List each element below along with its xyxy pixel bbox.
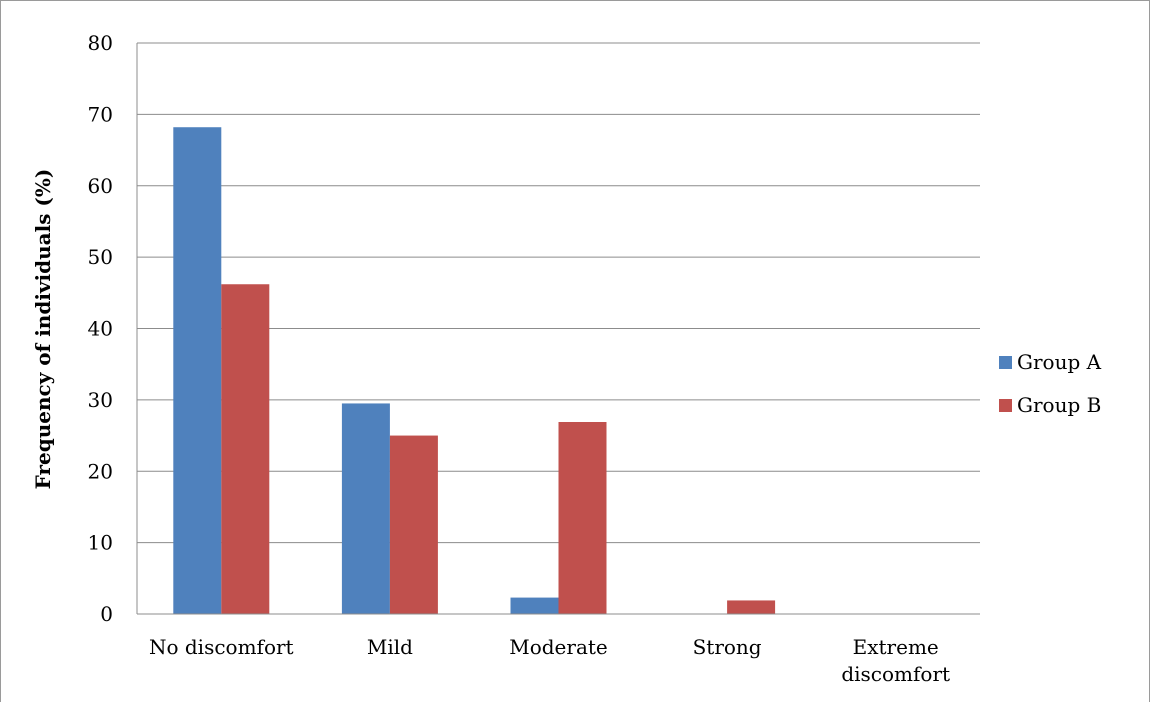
- legend-swatch: [999, 399, 1012, 412]
- bar-group-b: [558, 422, 607, 614]
- legend: Group A Group B: [999, 350, 1102, 417]
- x-tick-labels: No discomfort Mild Moderate Strong Extreme di…: [149, 635, 950, 686]
- gridlines: [137, 42, 980, 544]
- y-tick-label: 10: [88, 531, 113, 555]
- y-tick-label: 80: [88, 31, 113, 55]
- bar-group-b: [389, 435, 438, 614]
- legend-label: Group A: [1017, 350, 1102, 374]
- y-tick-label: 50: [88, 245, 113, 269]
- y-tick-label: 60: [88, 174, 113, 198]
- bar-group-b: [221, 284, 270, 614]
- x-tick-label: discomfort: [841, 662, 950, 686]
- legend-swatch: [999, 356, 1012, 369]
- axes: [136, 43, 980, 615]
- bar-group-a: [341, 403, 390, 614]
- bar-group-a: [173, 127, 222, 614]
- y-tick-label: 0: [100, 602, 113, 626]
- x-tick-label: No discomfort: [149, 635, 294, 659]
- y-tick-labels: 0 10 20 30 40 50 60 70 80: [88, 31, 113, 626]
- x-tick-label: Moderate: [509, 635, 608, 659]
- x-tick-label: Extreme: [853, 635, 939, 659]
- x-tick-label: Strong: [693, 635, 762, 659]
- bars: [173, 127, 776, 614]
- y-tick-label: 30: [88, 388, 113, 412]
- y-tick-label: 70: [88, 102, 113, 126]
- y-axis-label: Frequency of individuals (%): [31, 169, 55, 490]
- x-tick-label: Mild: [367, 635, 413, 659]
- bar-group-b: [727, 600, 776, 614]
- y-tick-label: 20: [88, 459, 113, 483]
- legend-label: Group B: [1017, 393, 1101, 417]
- y-tick-label: 40: [88, 317, 113, 341]
- bar-group-a: [510, 597, 559, 614]
